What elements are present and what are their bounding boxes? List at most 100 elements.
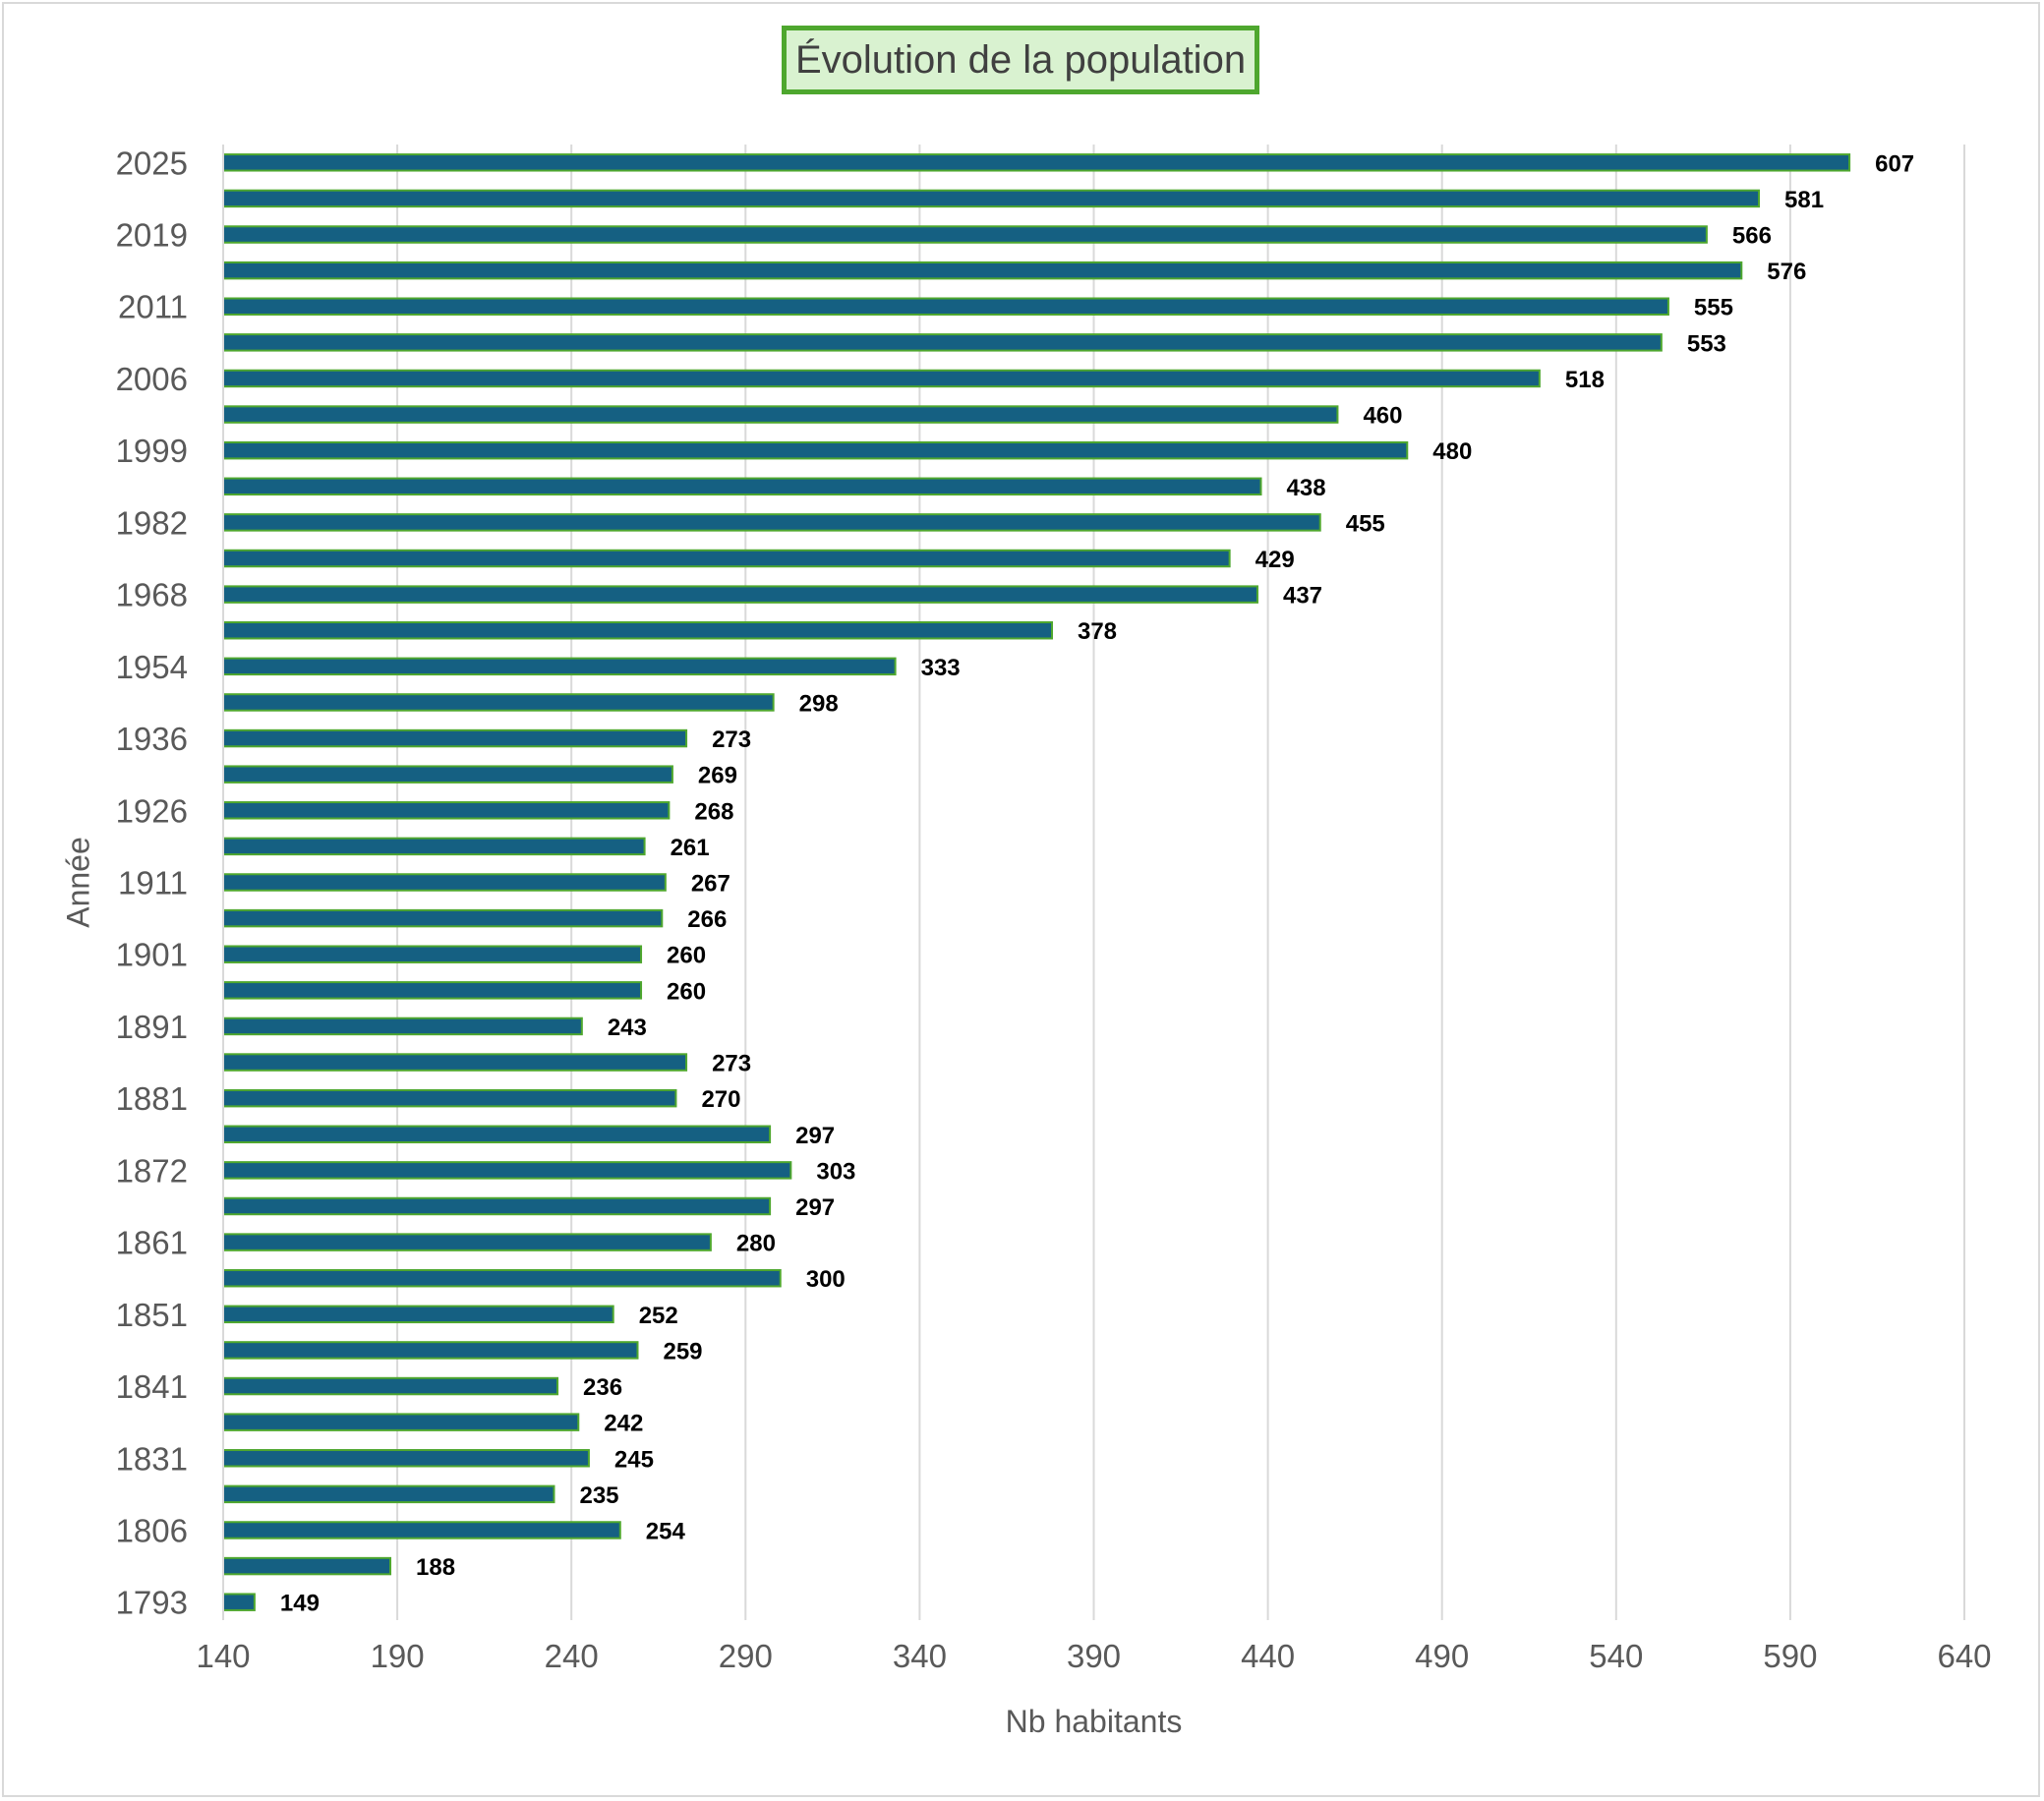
bar-value-label: 188 <box>416 1554 455 1581</box>
bar <box>222 153 1851 172</box>
x-tick-label: 240 <box>545 1638 599 1674</box>
y-tick-label: 1999 <box>116 433 188 469</box>
y-tick-label: 1806 <box>116 1512 188 1548</box>
bar-value-label: 236 <box>583 1374 622 1401</box>
y-tick-label: 2006 <box>116 361 188 397</box>
bar <box>222 369 1541 388</box>
bar <box>222 585 1258 604</box>
y-tick-label: 1831 <box>116 1440 188 1477</box>
y-tick-label: 1841 <box>116 1368 188 1405</box>
x-tick-label: 640 <box>1937 1638 1991 1674</box>
y-tick-label: 2019 <box>116 217 188 254</box>
bar <box>222 945 643 963</box>
bar-value-label: 270 <box>701 1086 740 1113</box>
bar <box>222 873 667 892</box>
x-tick-label: 540 <box>1589 1638 1643 1674</box>
y-axis-title: Année <box>60 837 95 928</box>
x-tick-label: 490 <box>1415 1638 1469 1674</box>
bar <box>222 1484 555 1504</box>
bar <box>222 693 775 712</box>
y-tick-label: 2025 <box>116 145 188 181</box>
bar-value-label: 243 <box>608 1015 647 1041</box>
bar-value-label: 581 <box>1784 187 1824 213</box>
bar-value-label: 261 <box>671 835 710 861</box>
y-tick-label: 2011 <box>118 289 188 325</box>
bar <box>222 801 671 820</box>
bar <box>222 1268 782 1288</box>
bar <box>222 1593 256 1611</box>
y-tick-label: 1901 <box>116 937 188 973</box>
bar <box>222 261 1743 280</box>
bar <box>222 1161 792 1180</box>
bar-value-label: 333 <box>921 655 961 681</box>
bar-value-label: 268 <box>694 798 733 825</box>
bar-value-label: 242 <box>604 1411 643 1437</box>
bar <box>222 728 688 748</box>
x-tick-label: 140 <box>196 1638 250 1674</box>
bar <box>222 1053 688 1072</box>
x-axis-tick-labels: 140 190 240 290 340 390 440 490 540 590 640 <box>196 1638 1991 1674</box>
bar <box>222 477 1262 496</box>
bar <box>222 440 1409 460</box>
bar-value-label: 245 <box>614 1446 654 1473</box>
x-tick-label: 390 <box>1067 1638 1121 1674</box>
bar <box>222 1017 583 1036</box>
bar-value-label: 149 <box>280 1591 320 1617</box>
bar-value-label: 378 <box>1078 618 1117 645</box>
bar <box>222 549 1231 568</box>
bar <box>222 620 1053 640</box>
x-tick-label: 190 <box>371 1638 425 1674</box>
bar-value-label: 429 <box>1256 547 1295 573</box>
bar-value-label: 260 <box>667 978 706 1005</box>
y-tick-label: 1851 <box>116 1297 188 1333</box>
y-tick-label: 1954 <box>116 649 188 685</box>
bar-value-label: 437 <box>1283 583 1322 610</box>
bar <box>222 333 1663 352</box>
bar <box>222 225 1708 244</box>
bar <box>222 1413 580 1431</box>
chart-title: Évolution de la population <box>782 26 1259 94</box>
x-tick-label: 590 <box>1763 1638 1817 1674</box>
bar-value-label: 235 <box>579 1482 618 1509</box>
bar-value-label: 273 <box>712 726 751 753</box>
bar-value-label: 607 <box>1875 150 1914 177</box>
bar-value-label: 273 <box>712 1051 751 1077</box>
y-tick-label: 1982 <box>116 504 188 541</box>
y-tick-label: 1881 <box>116 1080 188 1117</box>
y-tick-label: 1926 <box>116 792 188 829</box>
bar-value-label: 518 <box>1565 367 1605 393</box>
bar <box>222 1088 677 1108</box>
bar-value-label: 254 <box>646 1518 686 1544</box>
bar <box>222 1233 712 1251</box>
bar-value-label: 252 <box>639 1303 678 1329</box>
bar-value-label: 266 <box>687 906 727 933</box>
bar <box>222 1376 559 1396</box>
bar-value-label: 566 <box>1732 223 1772 250</box>
bars <box>222 153 1851 1611</box>
bar <box>222 837 646 856</box>
bar <box>222 765 673 784</box>
data-labels: 149 188 254 235 245 242 236 259 252 300 280 297 303 2… <box>280 150 1914 1616</box>
bar-value-label: 260 <box>667 943 706 969</box>
x-tick-label: 340 <box>893 1638 947 1674</box>
bar-value-label: 300 <box>806 1266 846 1293</box>
x-tick-label: 290 <box>719 1638 773 1674</box>
bar-value-label: 259 <box>663 1338 702 1365</box>
bar-value-label: 438 <box>1287 475 1326 501</box>
bar <box>222 981 643 1000</box>
bar <box>222 1556 392 1576</box>
x-tick-label: 440 <box>1241 1638 1295 1674</box>
bar <box>222 1125 772 1144</box>
bar <box>222 1196 772 1216</box>
bar-value-label: 280 <box>736 1231 776 1257</box>
y-axis-tick-labels: 1793 1806 1831 1841 1851 1861 1872 1881 1891 1901… <box>116 145 188 1620</box>
y-tick-label: 1793 <box>116 1585 188 1621</box>
bar <box>222 297 1669 316</box>
y-tick-label: 1968 <box>116 577 188 613</box>
bar-value-label: 460 <box>1363 403 1402 430</box>
bar <box>222 1449 590 1468</box>
bar <box>222 405 1339 424</box>
bar-value-label: 576 <box>1767 259 1806 285</box>
bar <box>222 513 1321 532</box>
